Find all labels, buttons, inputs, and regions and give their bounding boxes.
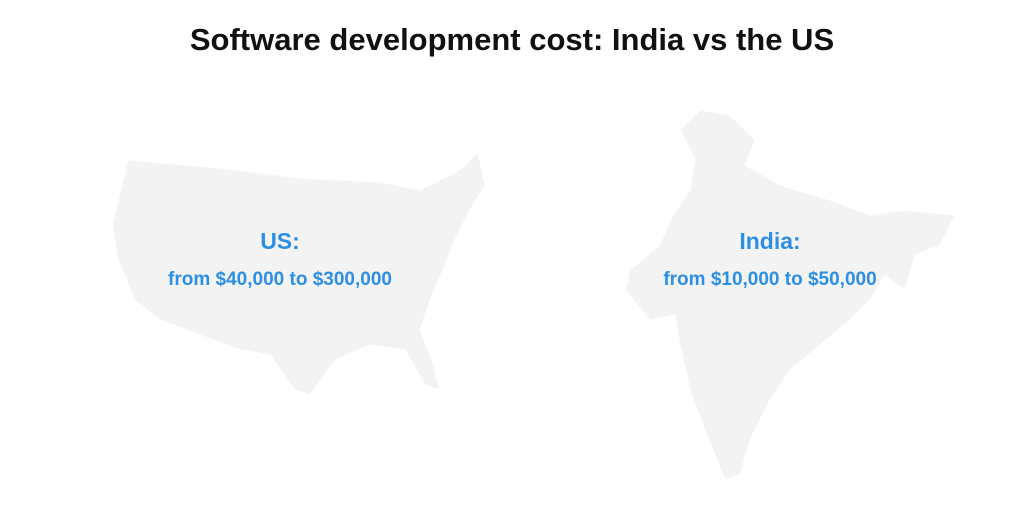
us-map [111,150,486,396]
region-cost: from $40,000 to $300,000 [168,269,392,290]
title: Software development cost: India vs the … [189,22,835,57]
region-cost: from $10,000 to $50,000 [663,269,877,290]
india-label: India: from $10,000 to $50,000 [590,228,950,291]
region-name: US: [260,228,300,254]
us-label: US: from $40,000 to $300,000 [100,228,460,291]
india-map [624,109,956,481]
region-name: India: [739,228,801,254]
